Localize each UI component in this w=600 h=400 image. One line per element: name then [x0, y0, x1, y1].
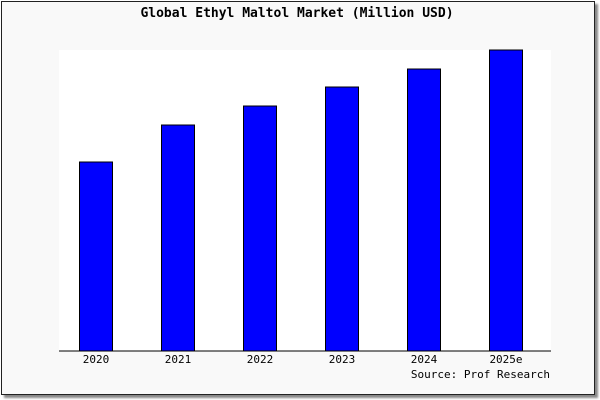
bar-2023	[325, 86, 359, 352]
bar-2022	[243, 105, 277, 352]
chart-title: Global Ethyl Maltol Market (Million USD)	[140, 6, 454, 21]
source-note: Source: Prof Research	[410, 368, 550, 381]
bar-2020	[79, 161, 113, 352]
x-tick-label: 2022	[247, 353, 274, 366]
plot-area	[59, 50, 551, 351]
bar-2024	[407, 68, 441, 352]
x-tick-label: 2021	[165, 353, 192, 366]
x-tick-label: 2023	[329, 353, 356, 366]
bar-2025e	[489, 49, 523, 352]
bar-2021	[161, 124, 195, 352]
x-tick-label: 2020	[83, 353, 110, 366]
x-tick-label: 2024	[411, 353, 438, 366]
x-tick-label: 2025e	[489, 353, 522, 366]
